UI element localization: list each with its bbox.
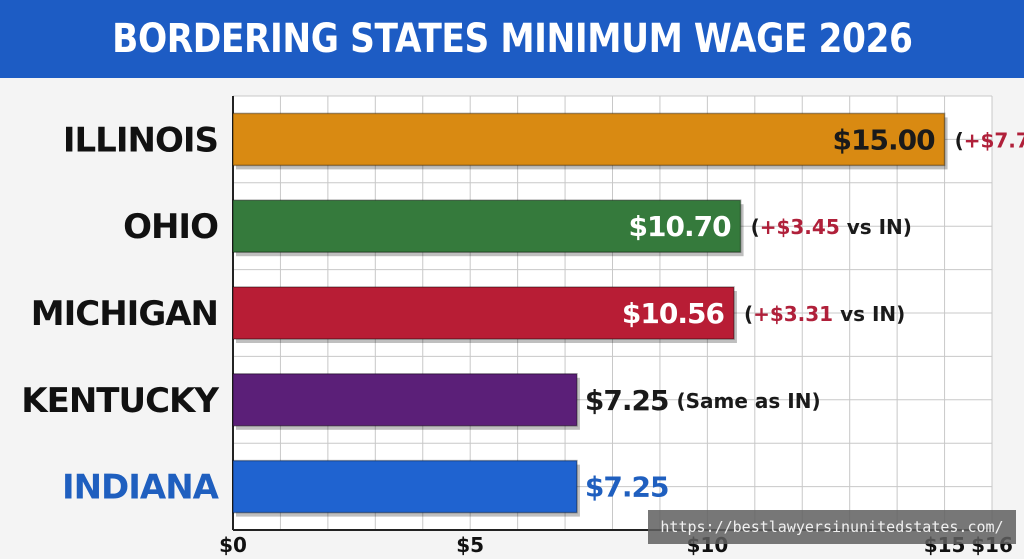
value-label: $7.25 bbox=[585, 384, 669, 417]
bar-indiana bbox=[232, 459, 578, 514]
x-tick-label: $5 bbox=[456, 533, 484, 557]
difference-annotation: (+$7.75 vs IN) bbox=[955, 128, 1024, 152]
value-label: $10.56 bbox=[622, 297, 724, 330]
value-label: $15.00 bbox=[833, 123, 936, 156]
difference-annotation: (+$3.31 vs IN) bbox=[744, 302, 905, 326]
bar-kentucky bbox=[232, 373, 578, 427]
comparison-note: (Same as IN) bbox=[677, 389, 821, 413]
watermark-url: https://bestlawyersinunitedstates.com/ bbox=[648, 510, 1016, 544]
bar-illinois bbox=[232, 112, 946, 167]
category-label: INDIANA bbox=[62, 468, 220, 508]
category-label: ILLINOIS bbox=[63, 120, 218, 160]
bars bbox=[232, 112, 948, 517]
bar-michigan bbox=[232, 286, 735, 340]
title-bar: BORDERING STATES MINIMUM WAGE 2026 bbox=[0, 0, 1024, 78]
bar-chart: ILLINOIS $15.00 (+$7.75 vs IN) OHIO $10.70 (+… bbox=[21, 95, 1024, 557]
category-label: OHIO bbox=[123, 207, 218, 247]
value-label: $10.70 bbox=[629, 210, 732, 243]
bar-ohio bbox=[232, 199, 742, 253]
difference-annotation: (+$3.45 vs IN) bbox=[751, 215, 912, 239]
chart-title: BORDERING STATES MINIMUM WAGE 2026 bbox=[111, 16, 913, 62]
category-label: MICHIGAN bbox=[31, 294, 218, 334]
x-tick-label: $0 bbox=[219, 533, 247, 557]
labels: ILLINOIS $15.00 (+$7.75 vs IN) OHIO $10.70 (+… bbox=[21, 120, 1024, 507]
category-label: KENTUCKY bbox=[21, 381, 219, 421]
value-label: $7.25 bbox=[585, 471, 669, 504]
